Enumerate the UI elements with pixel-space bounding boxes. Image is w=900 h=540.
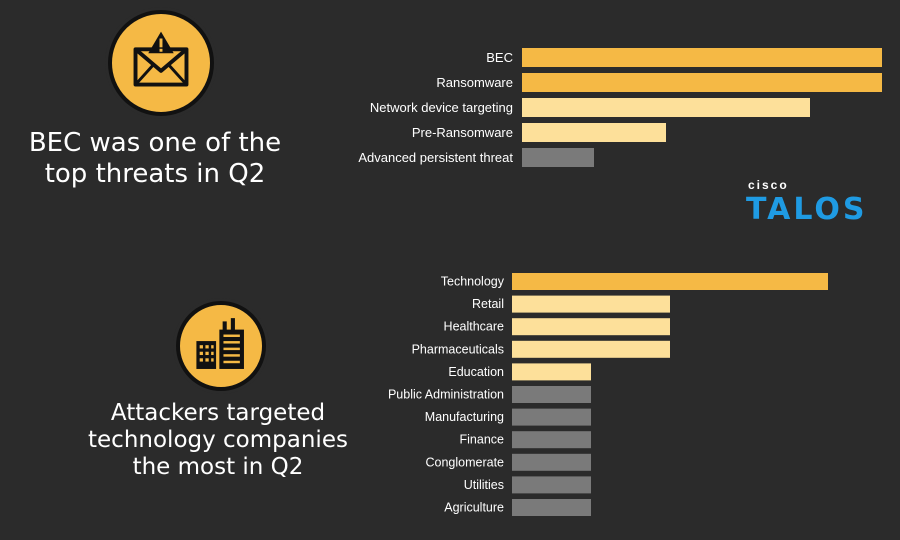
tick-label-finance: Finance xyxy=(460,433,505,447)
bar-utilities xyxy=(512,476,591,494)
bottom-headline: Attackers targeted technology companies … xyxy=(88,400,348,481)
tick-label-ransomware: Ransomware xyxy=(436,75,513,90)
bar-retail xyxy=(512,295,670,313)
tick-label-pre-ransomware: Pre-Ransomware xyxy=(412,125,513,140)
tick-label-network-device-targeting: Network device targeting xyxy=(370,100,513,115)
cisco-talos-logo: cisco TALOS xyxy=(746,178,886,234)
bar-education xyxy=(512,363,591,381)
tick-label-utilities: Utilities xyxy=(464,478,504,492)
bar-healthcare xyxy=(512,318,670,336)
tick-label-bec: BEC xyxy=(486,50,513,65)
bar-bec xyxy=(522,48,882,67)
logo-cisco-text: cisco xyxy=(748,178,789,192)
bar-manufacturing xyxy=(512,408,591,426)
tick-label-retail: Retail xyxy=(472,297,504,311)
bar-agriculture xyxy=(512,499,591,516)
tick-label-healthcare: Healthcare xyxy=(444,320,504,334)
bar-conglomerate xyxy=(512,453,591,471)
tick-label-agriculture: Agriculture xyxy=(444,501,504,515)
tick-label-public-administration: Public Administration xyxy=(388,388,504,402)
warning-envelope-icon xyxy=(108,10,214,116)
tick-label-manufacturing: Manufacturing xyxy=(425,410,504,424)
bar-advanced-persistent-threat xyxy=(522,148,594,167)
logo-talos-text: TALOS xyxy=(746,192,868,227)
bar-pre-ransomware xyxy=(522,123,666,142)
bar-finance xyxy=(512,431,591,449)
bar-pharmaceuticals xyxy=(512,340,670,358)
tick-label-pharmaceuticals: Pharmaceuticals xyxy=(412,342,504,356)
bar-network-device-targeting xyxy=(522,98,810,117)
bar-public-administration xyxy=(512,386,591,403)
factory-buildings-icon xyxy=(176,301,266,391)
bar-ransomware xyxy=(522,73,882,92)
top-headline: BEC was one of the top threats in Q2 xyxy=(28,128,282,190)
tick-label-education: Education xyxy=(448,365,504,379)
tick-label-conglomerate: Conglomerate xyxy=(425,455,504,469)
tick-label-advanced-persistent-threat: Advanced persistent threat xyxy=(358,150,513,165)
bar-technology xyxy=(512,273,828,290)
tick-label-technology: Technology xyxy=(441,275,505,289)
